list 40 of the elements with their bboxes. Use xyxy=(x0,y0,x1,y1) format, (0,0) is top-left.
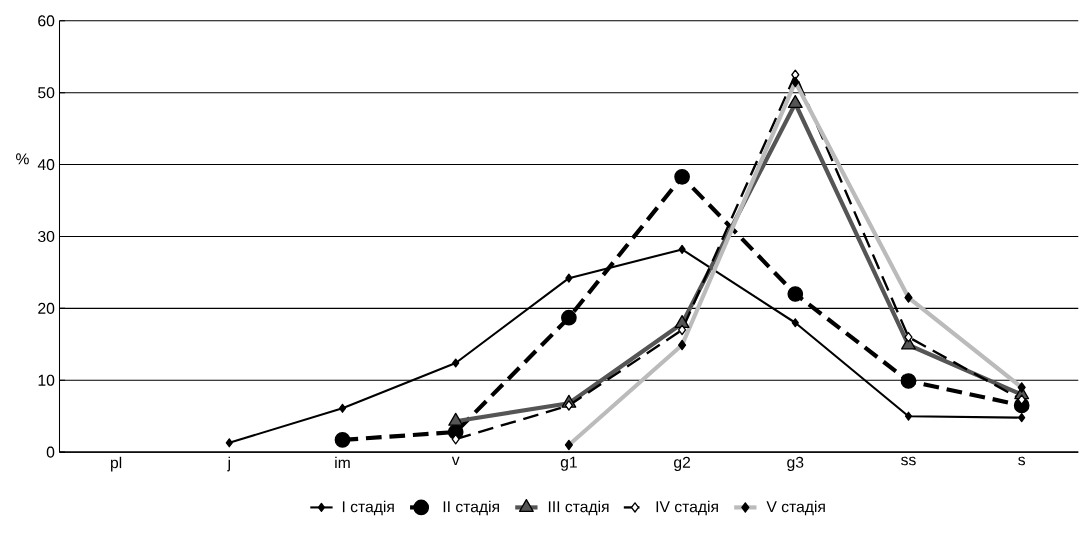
y-tick-label: 50 xyxy=(38,87,55,99)
y-tick-label: 0 xyxy=(46,446,55,458)
x-tick-label: pl xyxy=(111,456,122,472)
y-tick-label: 30 xyxy=(38,230,55,243)
y-tick-label: 10 xyxy=(38,374,55,386)
y-tick-label: 40 xyxy=(37,159,55,171)
legend-label: III стадія xyxy=(548,500,609,516)
point xyxy=(791,318,799,328)
point xyxy=(338,403,347,413)
point xyxy=(334,432,351,448)
x-tick-label: im xyxy=(335,456,350,469)
point xyxy=(904,331,913,343)
point xyxy=(1018,413,1026,423)
x-tick-label: ss xyxy=(901,456,916,466)
point xyxy=(678,244,686,255)
point xyxy=(452,358,460,368)
legend-label: II стадія xyxy=(443,500,499,516)
x-tick-label: s xyxy=(1018,456,1026,466)
point xyxy=(787,286,804,302)
point xyxy=(561,309,577,326)
x-tick-label: v xyxy=(451,456,460,466)
x-tick-label: j xyxy=(227,456,230,472)
x-tick-label: g1 xyxy=(560,456,577,471)
point xyxy=(900,373,917,389)
point xyxy=(564,400,573,411)
point xyxy=(225,438,233,448)
y-tick-label: 60 xyxy=(38,15,55,27)
y-axis-title: % xyxy=(16,153,29,165)
point xyxy=(674,315,690,329)
x-tick-label: g3 xyxy=(787,456,804,471)
point xyxy=(904,411,913,421)
legend-label: V стадія xyxy=(766,500,825,516)
point xyxy=(787,95,803,109)
legend-label: IV стадія xyxy=(656,500,718,516)
legend-label: I стадія xyxy=(342,500,394,516)
point xyxy=(565,273,573,283)
x-tick-label: g2 xyxy=(674,456,691,471)
point xyxy=(674,169,690,185)
y-tick-label: 20 xyxy=(38,302,55,314)
point xyxy=(678,324,687,336)
